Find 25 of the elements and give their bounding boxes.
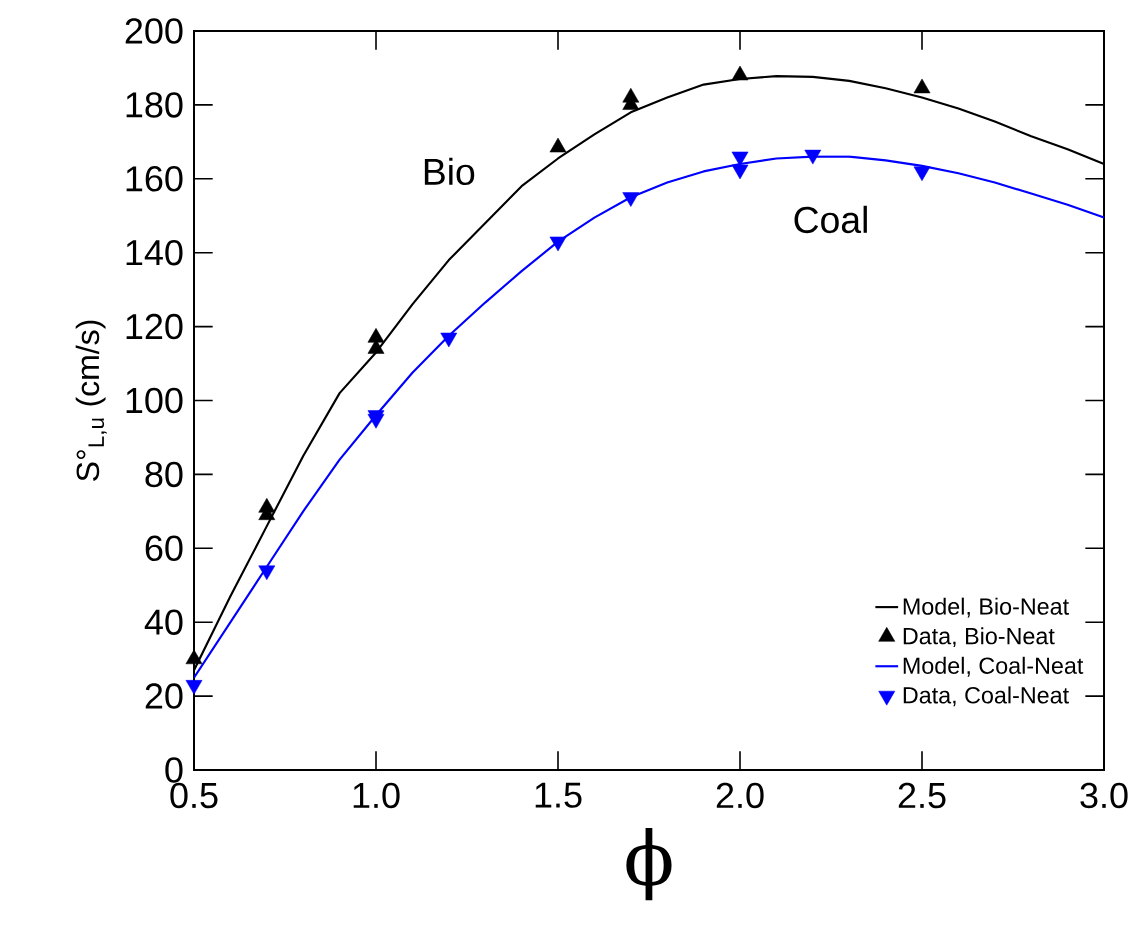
legend-label: Model, Coal-Neat (903, 656, 1084, 677)
x-tick-label: 2.0 (716, 782, 764, 809)
y-tick-label: 40 (144, 609, 183, 635)
y-tick-label: 200 (125, 18, 183, 44)
y-tick-label: 120 (126, 313, 183, 340)
y-tick-label: 0 (165, 757, 183, 783)
y-tick-label: 20 (145, 683, 183, 709)
x-tick-label: 0.5 (170, 782, 218, 809)
x-tick-label: 1.5 (535, 782, 582, 808)
x-tick-label: 3.0 (1080, 782, 1128, 809)
y-tick-label: 180 (126, 92, 183, 118)
y-tick-label: 140 (126, 239, 183, 266)
legend-label: Data, Bio-Neat (903, 627, 1055, 648)
y-tick-label: 60 (145, 535, 183, 562)
y-axis-title: S°$_{L,u}$ (cm/s) (75, 320, 107, 481)
x-tick-label: 2.5 (898, 782, 946, 809)
legend-label: Data, Coal-Neat (903, 686, 1069, 707)
annotation: Coal (794, 205, 867, 234)
annotation: Bio (424, 157, 475, 186)
y-tick-label: 100 (126, 387, 183, 414)
x-tick-label: 1.0 (353, 782, 400, 809)
x-axis-title: ϕ (626, 828, 672, 901)
y-tick-label: 160 (126, 166, 183, 192)
legend-label: Model, Bio-Neat (903, 597, 1069, 618)
y-tick-label: 80 (145, 461, 183, 488)
